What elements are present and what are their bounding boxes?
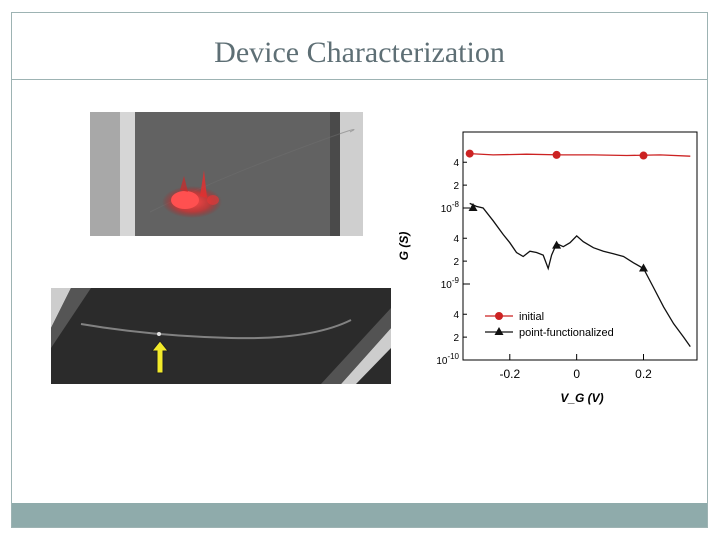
series-line-1	[469, 202, 691, 347]
data-point	[639, 151, 648, 160]
title-bar: Device Characterization	[11, 12, 708, 80]
y-tick-label: 4	[453, 158, 459, 169]
legend-label: initial	[519, 311, 544, 323]
y-tick-mantissa: 4	[453, 158, 459, 169]
data-point	[552, 150, 561, 159]
fluorescence-micrograph	[90, 112, 363, 236]
data-point	[465, 149, 474, 158]
plot-frame	[462, 131, 698, 361]
y-tick-mantissa: 2	[453, 257, 459, 268]
y-tick-exponent: -10	[447, 352, 459, 361]
x-axis-label: V_G (V)	[560, 391, 603, 405]
y-tick-mantissa: 2	[453, 181, 459, 192]
data-point	[639, 263, 649, 272]
data-point	[468, 203, 478, 211]
y-tick-exponent: -9	[452, 276, 460, 285]
y-tick-label: 2	[453, 257, 459, 268]
legend-marker	[495, 312, 503, 320]
footer-band	[12, 503, 707, 527]
legend-label: point-functionalized	[519, 327, 614, 339]
y-tick-label: 4	[453, 234, 459, 245]
y-tick-exponent: -8	[452, 200, 460, 209]
y-tick-label: 4	[453, 310, 459, 321]
y-tick-label: 2	[453, 333, 459, 344]
x-tick-label: 0	[573, 367, 580, 381]
y-tick-label: 10-10	[436, 352, 459, 367]
legend: initial point-functionalized	[485, 311, 614, 339]
pointer-arrow-icon	[150, 340, 170, 374]
x-tick-label: -0.2	[499, 367, 520, 381]
y-tick-mantissa: 4	[453, 310, 459, 321]
series-line-0	[469, 152, 691, 157]
sem-micrograph	[51, 288, 391, 384]
y-tick-mantissa: 10	[441, 280, 453, 291]
y-tick-mantissa: 4	[453, 234, 459, 245]
y-axis-label: G (S)	[397, 232, 411, 261]
plot-area	[462, 131, 698, 361]
legend-marker	[494, 327, 504, 335]
y-tick-label: 10-8	[441, 200, 460, 215]
slide-frame	[11, 12, 708, 528]
series-layer	[465, 149, 691, 347]
data-point	[552, 240, 562, 249]
y-tick-label: 2	[453, 181, 459, 192]
y-tick-mantissa: 10	[441, 204, 453, 215]
y-tick-mantissa: 10	[436, 356, 448, 367]
y-tick-mantissa: 2	[453, 333, 459, 344]
y-tick-label: 10-9	[441, 276, 460, 291]
slide-title: Device Characterization	[214, 36, 505, 69]
x-tick-label: 0.2	[635, 367, 652, 381]
